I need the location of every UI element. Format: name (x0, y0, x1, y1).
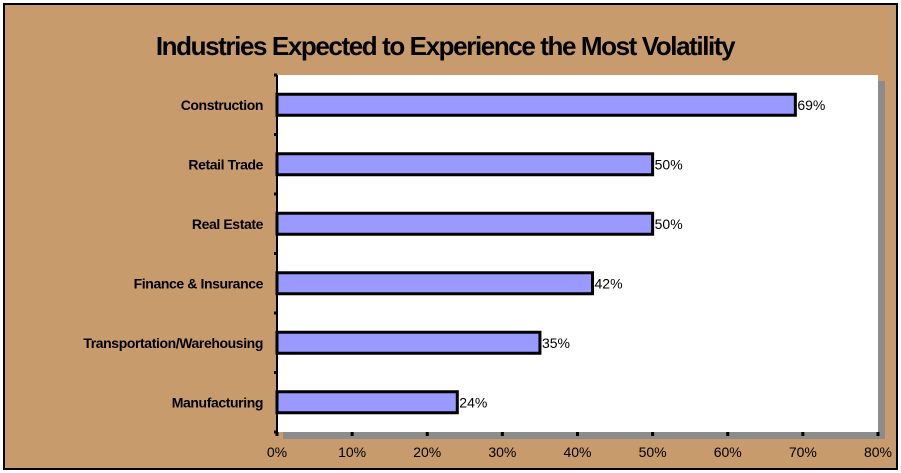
plot-area (277, 75, 878, 432)
data-label: 42% (595, 275, 623, 291)
bar (275, 390, 459, 415)
chart: Industries Expected to Experience the Mo… (5, 5, 896, 468)
category-label: Finance & Insurance (134, 275, 264, 291)
x-tick-label: 40% (563, 444, 591, 460)
x-tick-label: 10% (338, 444, 366, 460)
category-label: Manufacturing (172, 394, 263, 410)
bar (275, 92, 797, 117)
bar (275, 330, 542, 355)
x-tick-label: 60% (714, 444, 742, 460)
bar (275, 152, 655, 177)
category-label: Real Estate (192, 216, 264, 232)
category-label: Construction (181, 97, 263, 113)
x-tick-label: 30% (488, 444, 516, 460)
x-tick-label: 80% (864, 444, 892, 460)
x-tick-label: 50% (639, 444, 667, 460)
data-label: 24% (459, 394, 487, 410)
x-tick-label: 20% (413, 444, 441, 460)
chart-title: Industries Expected to Experience the Mo… (156, 31, 736, 61)
data-label: 50% (655, 156, 683, 172)
x-tick-label: 70% (789, 444, 817, 460)
data-label: 50% (655, 216, 683, 232)
data-label: 35% (542, 335, 570, 351)
chart-frame: Industries Expected to Experience the Mo… (3, 3, 898, 470)
category-label: Retail Trade (188, 156, 263, 172)
x-tick-label: 0% (267, 444, 287, 460)
category-label: Transportation/Warehousing (83, 335, 263, 351)
data-label: 69% (797, 97, 825, 113)
bar (275, 271, 595, 296)
bar (275, 211, 655, 236)
